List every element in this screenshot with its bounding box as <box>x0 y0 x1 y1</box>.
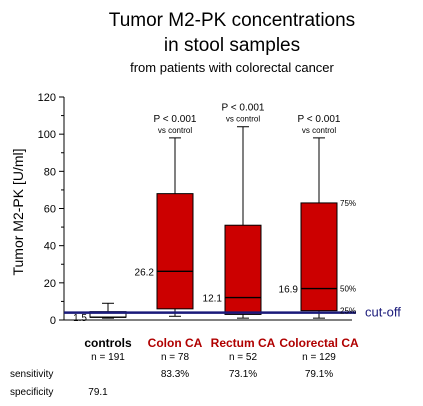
p-value-label: P < 0.001 <box>222 103 265 114</box>
p-value-label: P < 0.001 <box>154 114 197 125</box>
sample-size-label: n = 129 <box>302 352 336 363</box>
box-3 <box>300 202 338 312</box>
y-tick-label: 20 <box>44 278 56 290</box>
sample-size-label: n = 78 <box>161 352 190 363</box>
p-value-sublabel: vs control <box>302 126 336 135</box>
category-labels: controls n = 191 Colon CA n = 78 Rectum CA n … <box>84 336 359 363</box>
footer-rows: sensitivity specificity 79.1 83.3% 73.1% 79.1… <box>10 369 333 398</box>
p-value-sublabel: vs control <box>226 115 260 124</box>
p-value-sublabel: vs control <box>158 126 192 135</box>
p-value-label: P < 0.001 <box>298 114 341 125</box>
cutoff-label: cut-off <box>365 305 401 320</box>
percentile-label: 75% <box>340 199 356 208</box>
y-tick-label: 120 <box>38 92 56 104</box>
box-2 <box>224 224 262 315</box>
y-tick-label: 60 <box>44 204 56 216</box>
specificity-row-label: specificity <box>10 387 53 398</box>
percentile-label: 50% <box>340 285 356 294</box>
percentile-labels: 75% 50% 25% <box>340 199 356 316</box>
chart-title-line1: Tumor M2-PK concentrations <box>109 10 355 31</box>
median-label: 1.5 <box>73 313 87 324</box>
category-label: Rectum CA <box>211 336 276 350</box>
box-1 <box>156 193 194 310</box>
sensitivity-value: 79.1% <box>305 369 333 380</box>
sample-size-label: n = 191 <box>91 352 125 363</box>
chart-subtitle: from patients with colorectal cancer <box>130 60 334 75</box>
median-label: 16.9 <box>279 285 299 296</box>
category-label: Colorectal CA <box>279 336 359 350</box>
category-label: Colon CA <box>148 336 203 350</box>
percentile-label: 25% <box>340 307 356 316</box>
median-label: 12.1 <box>203 294 223 305</box>
y-axis-label: Tumor M2-PK [U/ml] <box>10 148 26 275</box>
y-tick-label: 80 <box>44 166 56 178</box>
y-ticks: 0 20 40 60 80 100 120 <box>38 92 64 327</box>
specificity-value: 79.1 <box>88 387 108 398</box>
category-label: controls <box>84 336 132 350</box>
sensitivity-value: 73.1% <box>229 369 257 380</box>
sensitivity-row-label: sensitivity <box>10 369 53 380</box>
chart-title-line2: in stool samples <box>164 35 300 56</box>
median-label: 26.2 <box>135 267 155 278</box>
y-tick-label: 0 <box>50 315 56 327</box>
sensitivity-value: 83.3% <box>161 369 189 380</box>
cutoff-group: cut-off <box>64 305 401 320</box>
y-tick-label: 100 <box>38 129 56 141</box>
y-tick-label: 40 <box>44 241 56 253</box>
sample-size-label: n = 52 <box>229 352 258 363</box>
